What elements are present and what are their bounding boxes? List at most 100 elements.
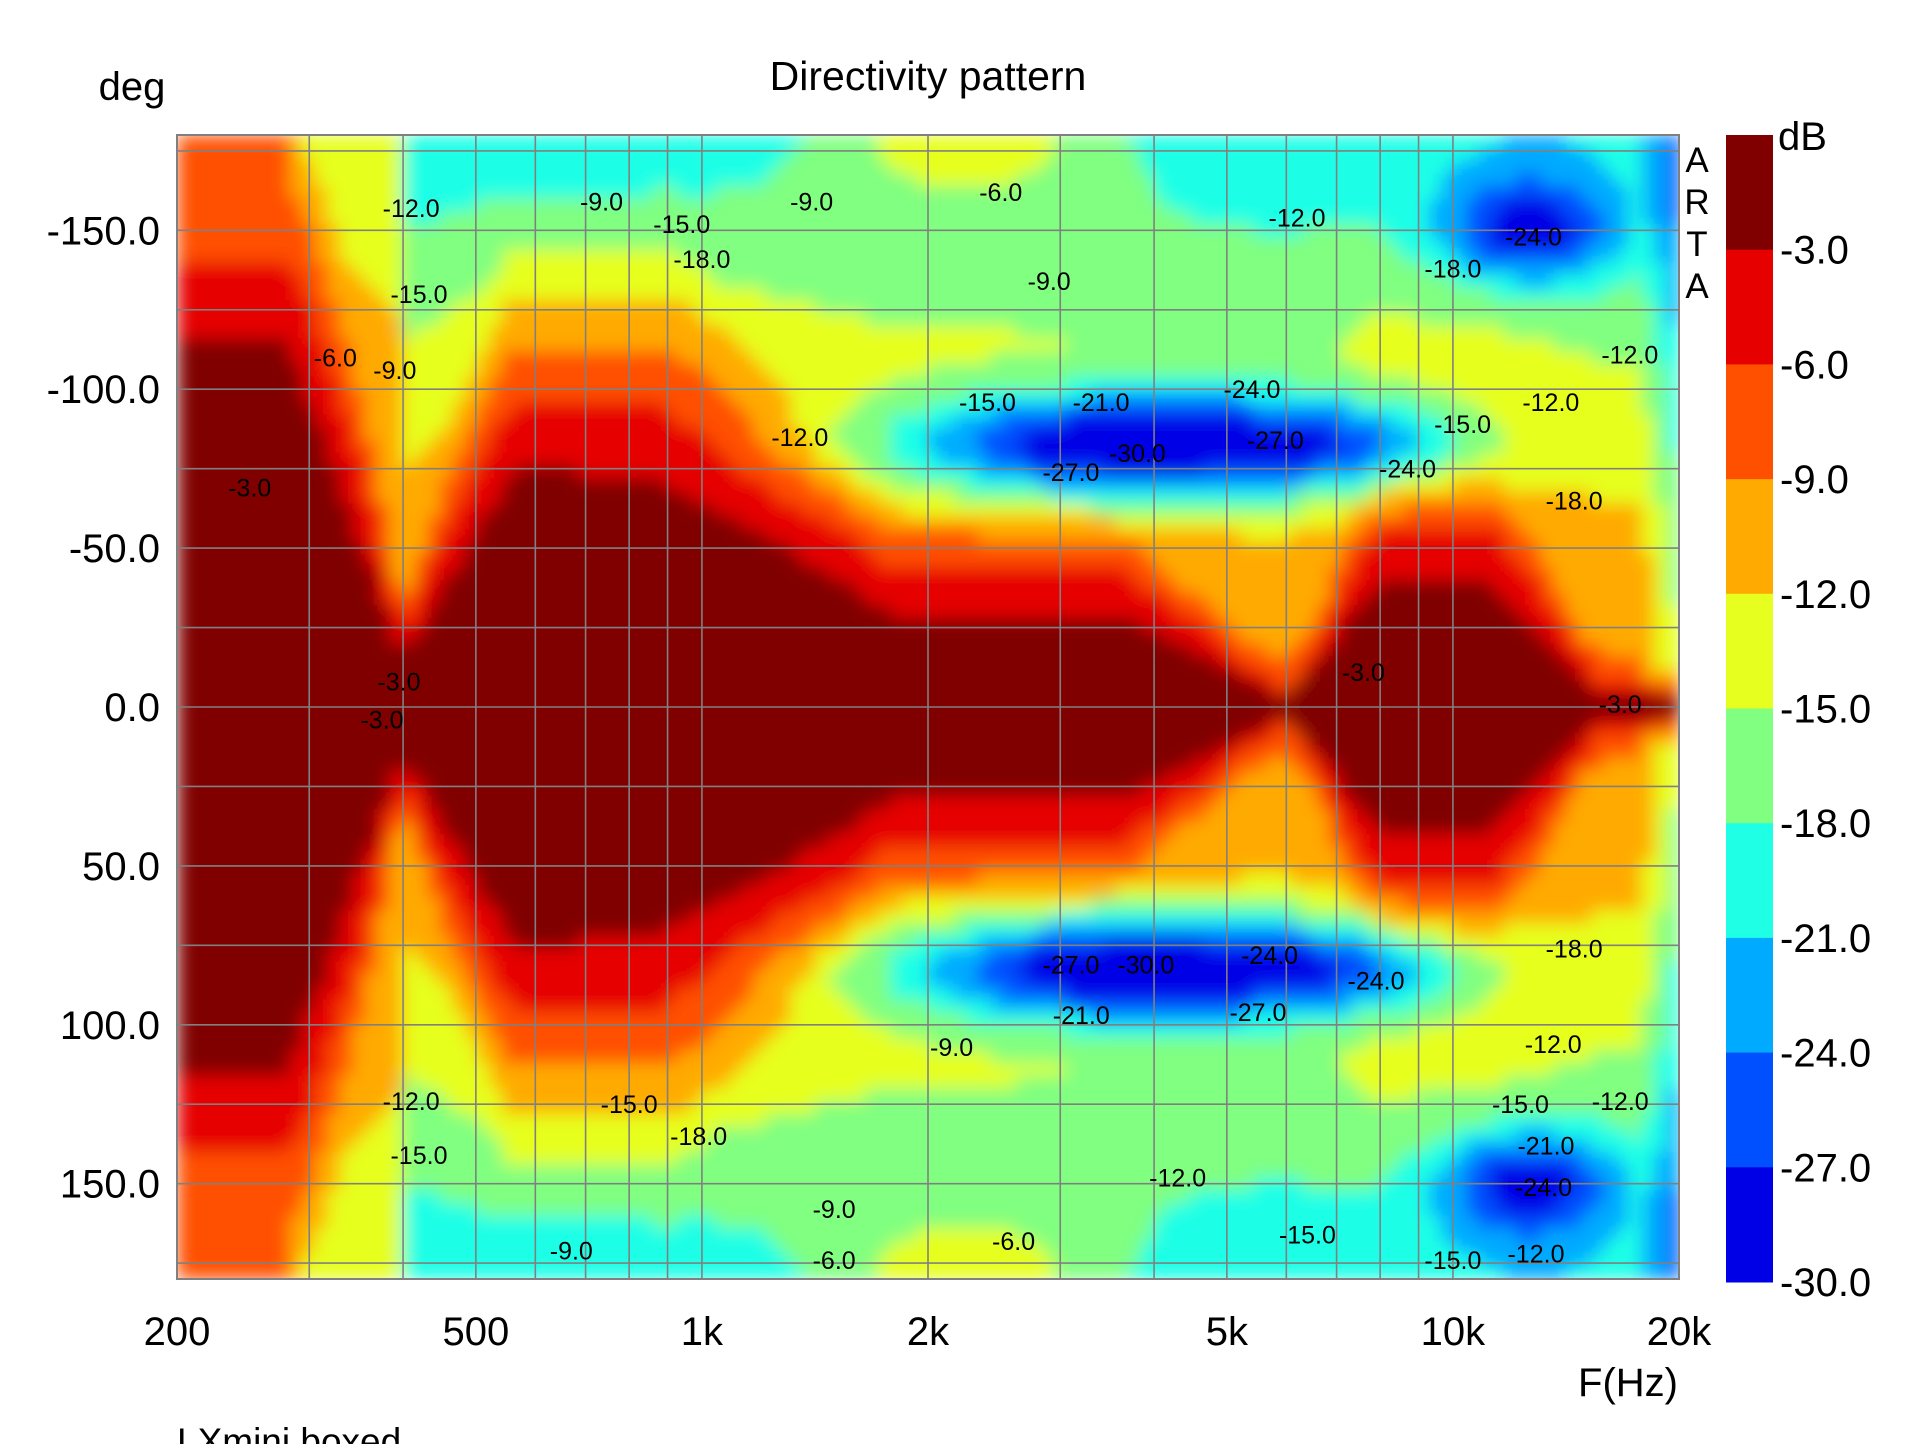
heatmap-cell: [690, 363, 704, 378]
heatmap-cell: [352, 516, 366, 530]
heatmap-cell: [552, 414, 566, 429]
heatmap-cell: [539, 465, 554, 479]
heatmap-cell: [640, 351, 654, 365]
heatmap-cell: [389, 1088, 404, 1102]
heatmap-cell: [439, 1266, 454, 1279]
heatmap-cell: [539, 452, 554, 467]
heatmap-cell: [264, 567, 278, 581]
heatmap-cell: [364, 516, 379, 530]
heatmap-cell: [640, 236, 654, 251]
heatmap-cell: [427, 1228, 441, 1242]
heatmap-cell: [389, 872, 404, 886]
heatmap-cell: [777, 312, 792, 327]
heatmap-cell: [239, 795, 253, 810]
heatmap-cell: [827, 795, 842, 810]
heatmap-cell: [364, 1190, 379, 1204]
heatmap-cell: [690, 262, 704, 276]
heatmap-cell: [439, 770, 454, 785]
heatmap-cell: [189, 452, 203, 467]
heatmap-cell: [239, 910, 253, 924]
heatmap-cell: [452, 236, 466, 251]
heatmap-cell: [752, 427, 767, 441]
heatmap-cell: [439, 910, 454, 924]
heatmap-cell: [502, 618, 516, 632]
heatmap-cell: [489, 605, 504, 619]
heatmap-cell: [852, 452, 867, 467]
heatmap-cell: [389, 770, 404, 785]
heatmap-cell: [539, 300, 554, 314]
heatmap-cell: [665, 554, 679, 568]
heatmap-cell: [777, 1088, 792, 1102]
heatmap-cell: [539, 1240, 554, 1255]
heatmap-cell: [314, 948, 328, 963]
heatmap-cell: [702, 1215, 717, 1229]
heatmap-cell: [439, 478, 454, 492]
heatmap-cell: [677, 846, 691, 861]
heatmap-cell: [765, 1151, 779, 1166]
heatmap-cell: [377, 1126, 391, 1140]
heatmap-cell: [527, 503, 541, 518]
heatmap-cell: [427, 1050, 441, 1064]
x-axis-label: F(Hz): [1578, 1361, 1678, 1405]
heatmap-cell: [277, 1151, 291, 1166]
heatmap-cell: [740, 452, 754, 467]
heatmap-cell: [765, 948, 779, 963]
heatmap-cell: [364, 389, 379, 403]
heatmap-cell: [464, 732, 479, 746]
heatmap-cell: [615, 1266, 629, 1279]
heatmap-cell: [802, 656, 817, 670]
heatmap-cell: [727, 135, 742, 149]
heatmap-cell: [827, 770, 842, 785]
heatmap-cell: [740, 795, 754, 810]
heatmap-cell: [752, 1240, 767, 1255]
heatmap-cell: [277, 211, 291, 225]
heatmap-cell: [590, 198, 604, 213]
heatmap-cell: [377, 351, 391, 365]
heatmap-cell: [652, 173, 666, 187]
heatmap-cell: [189, 592, 203, 607]
heatmap-cell: [502, 185, 516, 200]
heatmap-cell: [277, 147, 291, 162]
heatmap-cell: [539, 427, 554, 441]
heatmap-cell: [239, 999, 253, 1013]
heatmap-cell: [239, 872, 253, 886]
heatmap-cell: [827, 592, 842, 607]
heatmap-cell: [464, 961, 479, 975]
heatmap-cell: [577, 1215, 591, 1229]
heatmap-cell: [840, 1037, 854, 1051]
heatmap-cell: [827, 516, 842, 530]
heatmap-cell: [277, 516, 291, 530]
heatmap-cell: [414, 1062, 429, 1077]
heatmap-cell: [514, 910, 529, 924]
heatmap-cell: [852, 745, 867, 759]
heatmap-cell: [489, 1050, 504, 1064]
heatmap-cell: [652, 745, 666, 759]
heatmap-cell: [314, 770, 328, 785]
heatmap-cell: [602, 668, 616, 683]
heatmap-cell: [277, 719, 291, 734]
heatmap-cell: [777, 1190, 792, 1204]
heatmap-cell: [652, 707, 666, 721]
heatmap-cell: [577, 1139, 591, 1153]
heatmap-cell: [702, 389, 717, 403]
heatmap-cell: [727, 490, 742, 505]
heatmap-cell: [790, 351, 804, 365]
heatmap-cell: [239, 605, 253, 619]
heatmap-cell: [827, 173, 842, 187]
heatmap-cell: [339, 414, 354, 429]
heatmap-cell: [852, 1228, 867, 1242]
heatmap-cell: [252, 897, 266, 912]
heatmap-cell: [502, 1215, 516, 1229]
heatmap-cell: [727, 961, 742, 975]
heatmap-cell: [777, 274, 792, 289]
heatmap-cell: [377, 757, 391, 772]
heatmap-cell: [615, 656, 629, 670]
heatmap-cell: [840, 198, 854, 213]
heatmap-cell: [827, 668, 842, 683]
heatmap-cell: [702, 795, 717, 810]
heatmap-cell: [327, 1151, 341, 1166]
heatmap-cell: [339, 427, 354, 441]
heatmap-cell: [840, 681, 854, 696]
heatmap-cell: [339, 1088, 354, 1102]
heatmap-cell: [627, 185, 641, 200]
